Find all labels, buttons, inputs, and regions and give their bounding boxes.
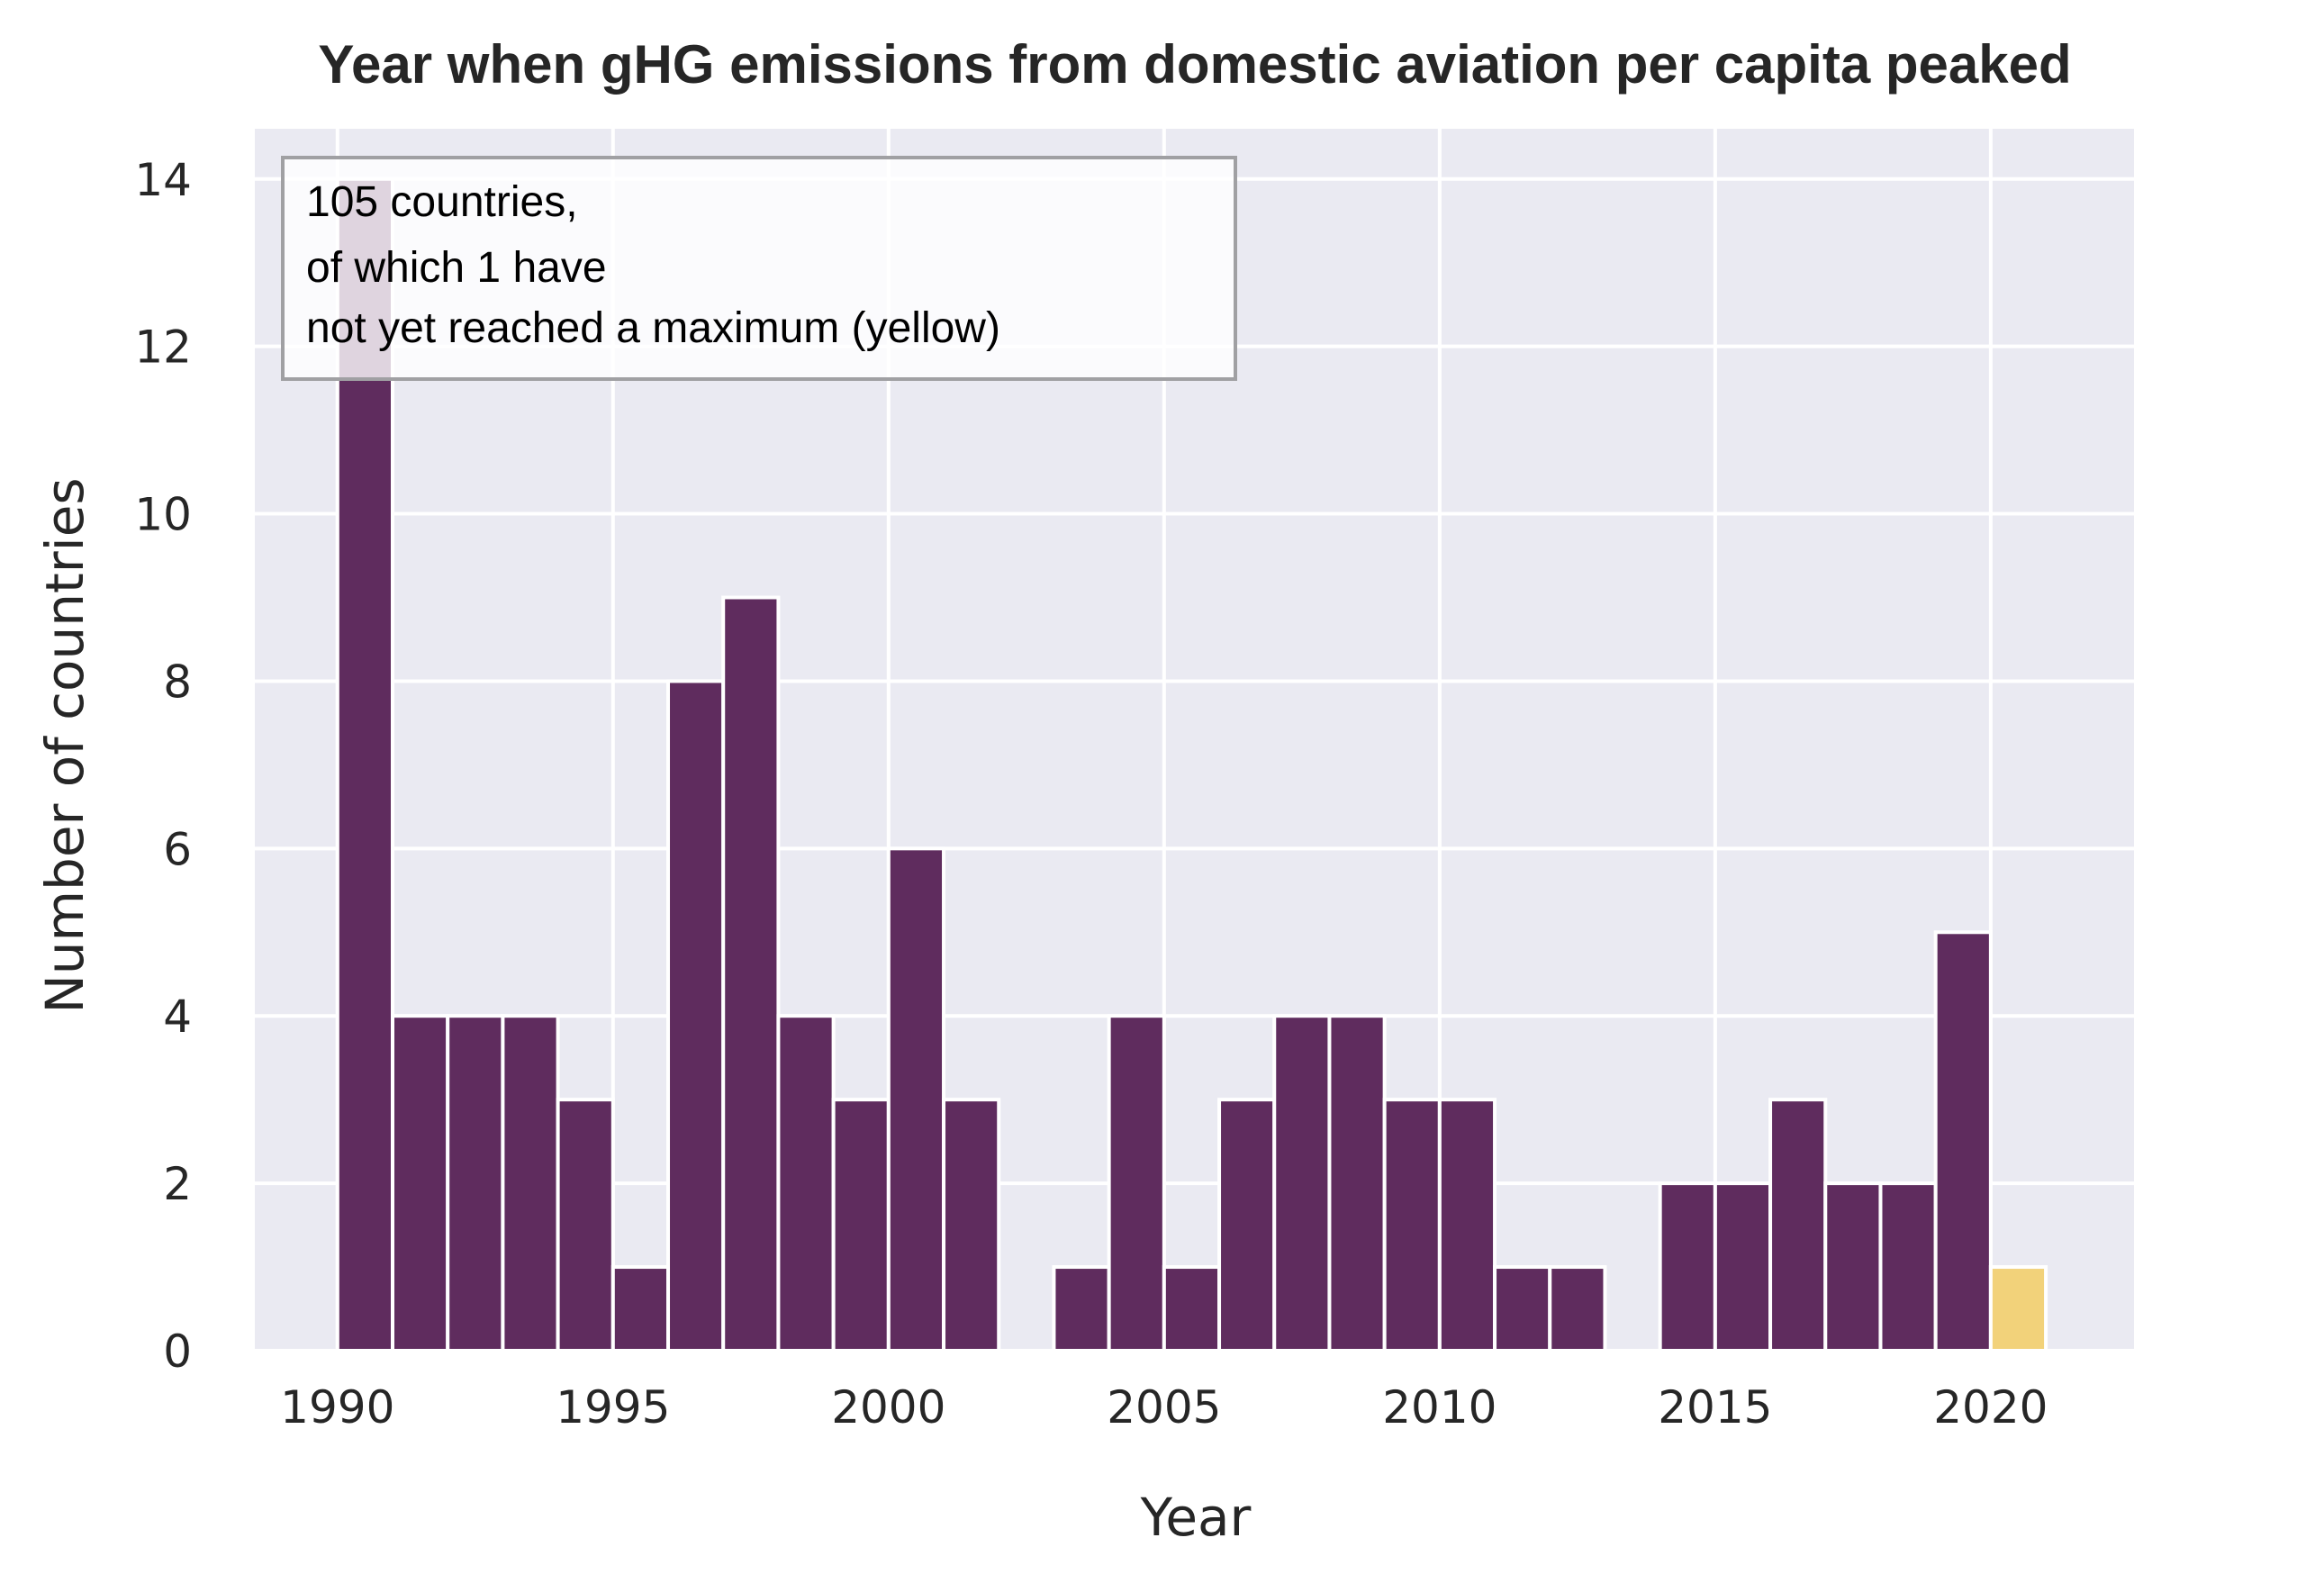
- annotation-line-2: of which 1 have: [306, 244, 607, 292]
- bar-2004: [1107, 1014, 1166, 1353]
- y-tick-label: 14: [134, 154, 192, 206]
- bar-2001: [942, 1098, 1001, 1353]
- annotation-box: 105 countries, of which 1 have not yet r…: [281, 156, 1237, 381]
- bar-1994: [556, 1098, 615, 1353]
- x-tick-label: 2010: [1382, 1381, 1497, 1434]
- y-tick-label: 0: [163, 1325, 192, 1378]
- bar-1991: [391, 1014, 450, 1353]
- bar-2008: [1327, 1014, 1387, 1353]
- x-tick-label: 2000: [831, 1381, 945, 1434]
- y-tick-label: 10: [134, 489, 192, 541]
- bar-2000: [886, 846, 946, 1352]
- bar-1999: [831, 1098, 891, 1353]
- x-tick-label: 2020: [1933, 1381, 2048, 1434]
- chart-title: Year when gHG emissions from domestic av…: [318, 34, 2071, 95]
- y-tick-label: 8: [163, 656, 192, 708]
- tick-labels: 1990 1995 2000 2005 2010 2015 2020 0 2 4 6 8 10 12 14: [134, 154, 2048, 1434]
- bar-2019: [1933, 930, 1993, 1352]
- bar-2006: [1217, 1098, 1277, 1353]
- bar-2016: [1768, 1098, 1828, 1353]
- bar-1996: [666, 679, 726, 1352]
- bar-1998: [776, 1014, 836, 1353]
- bar-2003: [1052, 1265, 1111, 1353]
- x-tick-label: 1995: [556, 1381, 670, 1434]
- bar-1997: [721, 595, 781, 1352]
- bar-2018: [1878, 1181, 1938, 1353]
- annotation-line-3: not yet reached a maximum (yellow): [306, 304, 1000, 352]
- y-axis-label: Number of countries: [34, 477, 95, 1013]
- bar-2009: [1382, 1098, 1442, 1353]
- bar-2007: [1272, 1014, 1332, 1353]
- bar-1993: [501, 1014, 560, 1353]
- bar-2011: [1493, 1265, 1552, 1353]
- y-tick-label: 12: [134, 321, 192, 374]
- annotation-frame: [281, 156, 1237, 381]
- bar-2010: [1437, 1098, 1497, 1353]
- bar-1992: [446, 1014, 505, 1353]
- bar-2014: [1658, 1181, 1717, 1353]
- bar-2005: [1162, 1265, 1222, 1353]
- y-tick-label: 6: [163, 823, 192, 875]
- bar-2020: [1988, 1265, 2048, 1353]
- bars: [335, 176, 2048, 1353]
- bar-2012: [1548, 1265, 1607, 1353]
- x-tick-label: 1990: [280, 1381, 394, 1434]
- bar-2015: [1713, 1181, 1773, 1353]
- x-axis-label: Year: [1140, 1487, 1252, 1548]
- y-tick-label: 2: [163, 1158, 192, 1210]
- x-tick-label: 2005: [1107, 1381, 1221, 1434]
- bar-1995: [610, 1265, 671, 1353]
- annotation-line-1: 105 countries,: [306, 178, 578, 226]
- x-tick-label: 2015: [1658, 1381, 1772, 1434]
- bar-2017: [1823, 1181, 1883, 1353]
- y-tick-label: 4: [163, 991, 192, 1043]
